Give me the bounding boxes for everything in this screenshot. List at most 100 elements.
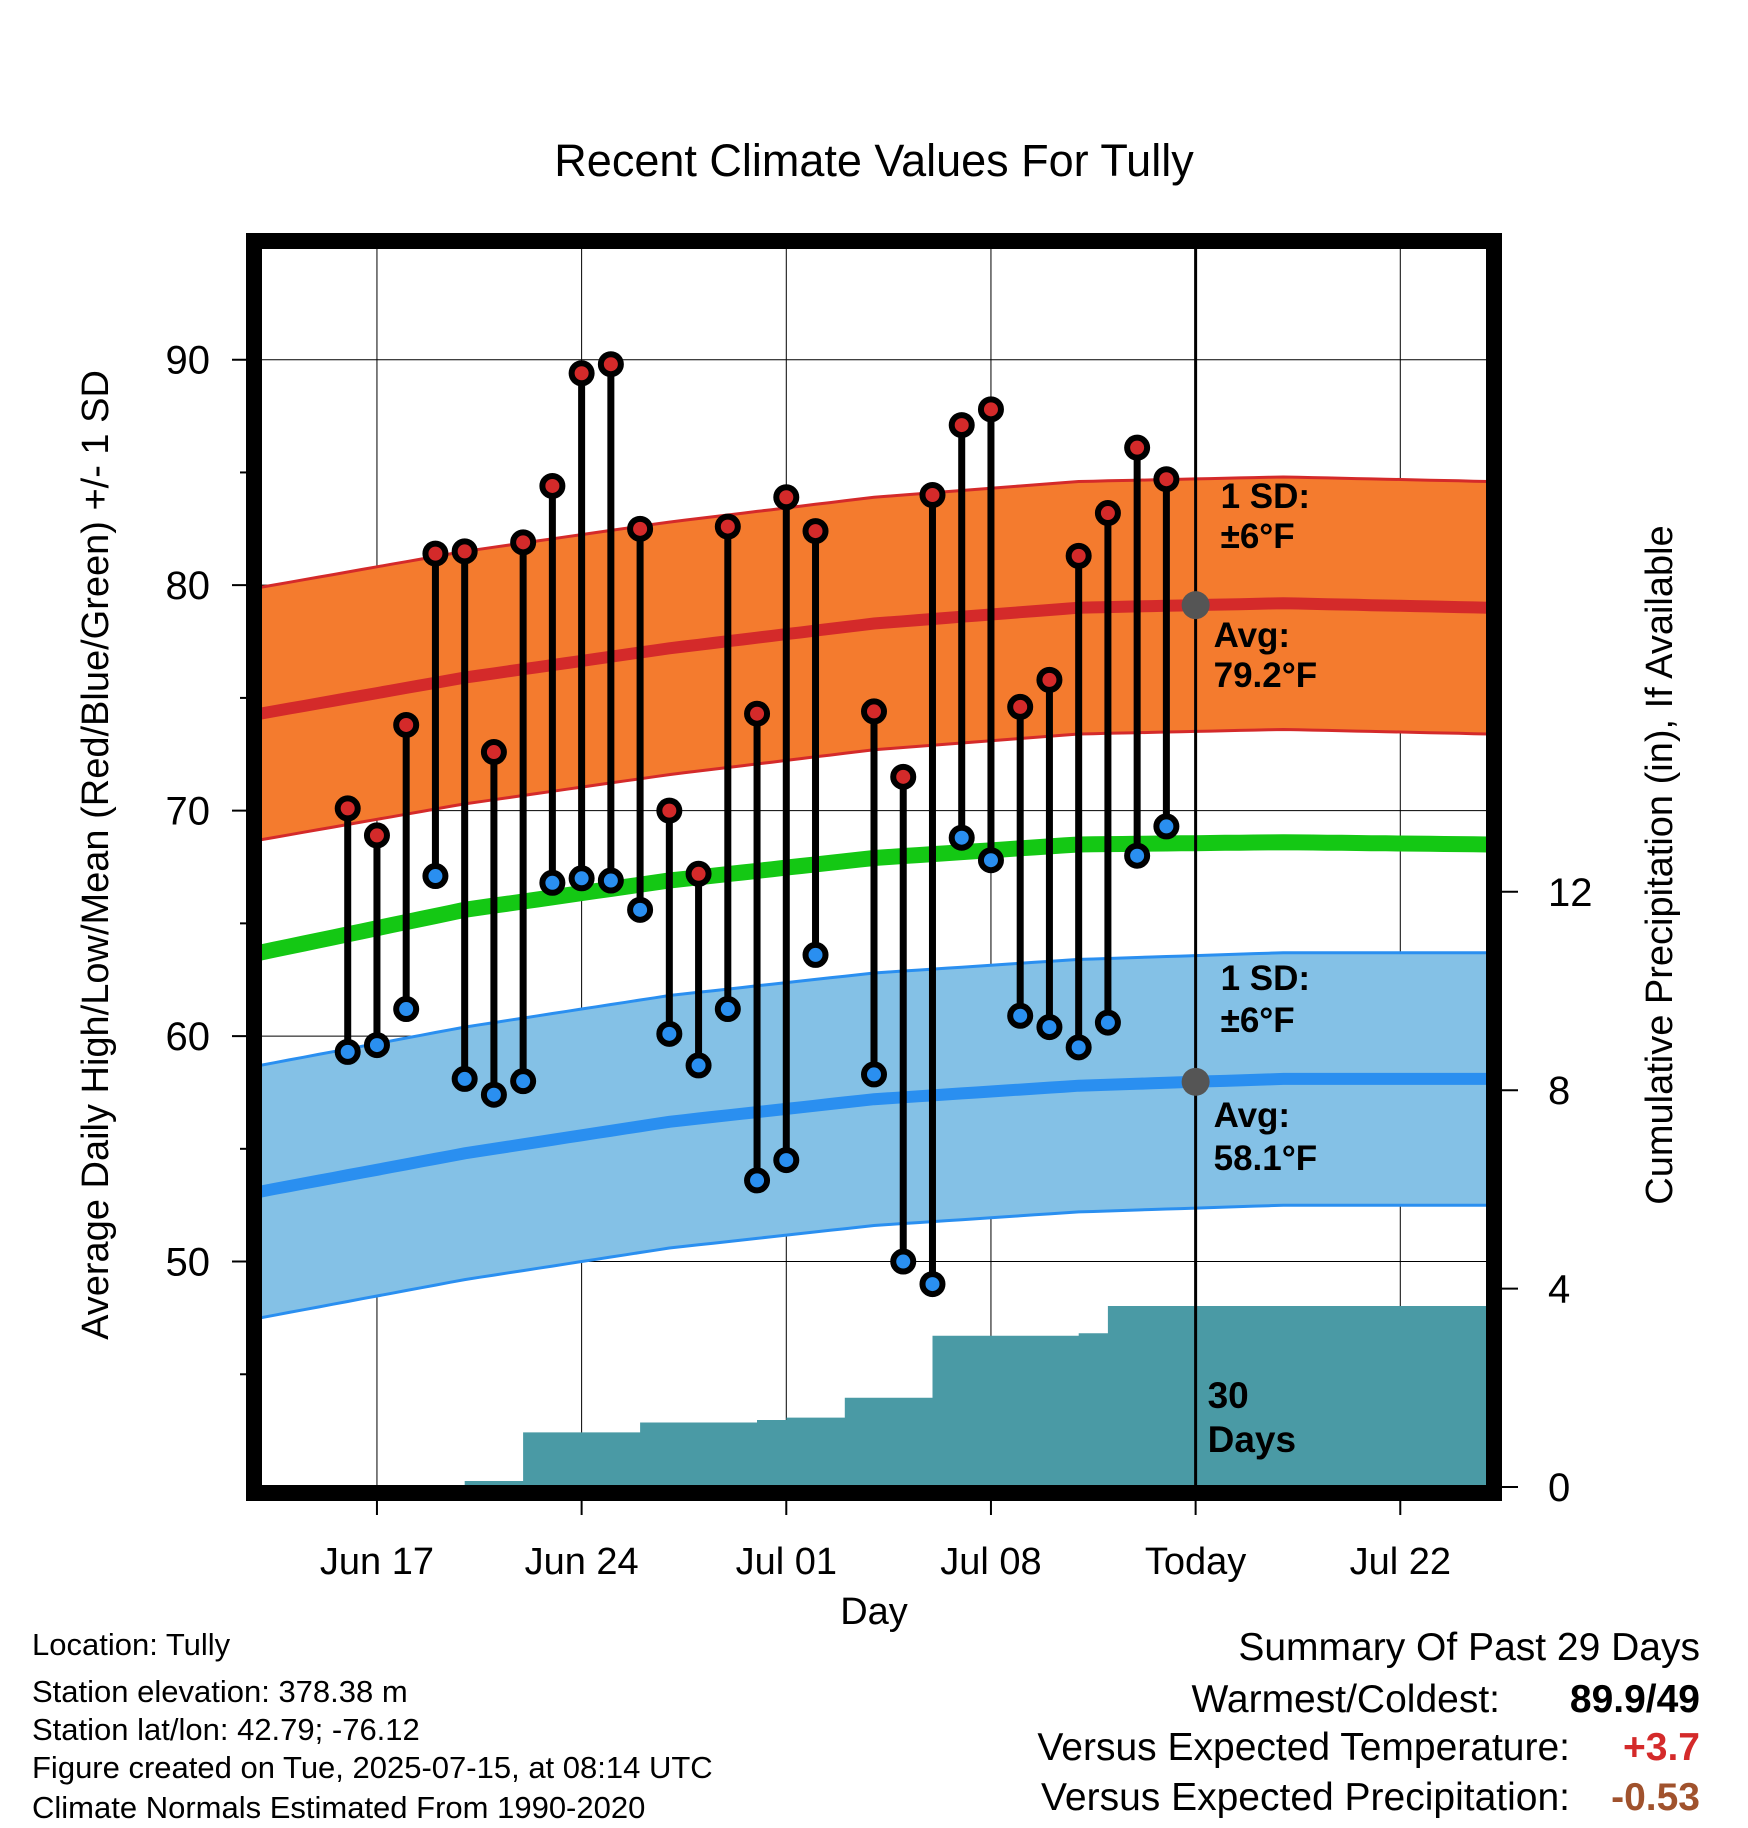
low-avg-marker bbox=[1181, 1067, 1210, 1096]
high-avg-value: 79.2°F bbox=[1214, 656, 1318, 695]
low-point bbox=[451, 1065, 478, 1092]
y-tick-label: 80 bbox=[166, 564, 211, 608]
low-point bbox=[1094, 1009, 1121, 1036]
low-point bbox=[1036, 1014, 1063, 1041]
y-tick-label: 60 bbox=[166, 1015, 211, 1059]
low-point bbox=[393, 996, 420, 1023]
y2-tick-label: 4 bbox=[1548, 1268, 1570, 1312]
high-avg-label: Avg: bbox=[1214, 616, 1290, 655]
low-point bbox=[334, 1038, 361, 1065]
low-sd-label: 1 SD: bbox=[1221, 959, 1310, 998]
high-point bbox=[1124, 434, 1151, 461]
low-band bbox=[260, 952, 1488, 1318]
precip-area bbox=[260, 1306, 1488, 1487]
x-axis-label: Day bbox=[840, 1591, 908, 1633]
low-point bbox=[627, 896, 654, 923]
plot-frame bbox=[246, 233, 1502, 1501]
high-point bbox=[919, 482, 946, 508]
elevation-text: Station elevation: 378.38 m bbox=[32, 1674, 408, 1709]
low-point bbox=[422, 863, 449, 890]
high-point bbox=[451, 538, 478, 565]
x-tick-label: Jul 01 bbox=[736, 1541, 837, 1583]
high-avg-marker bbox=[1181, 591, 1210, 620]
low-point bbox=[480, 1081, 507, 1108]
high-point bbox=[363, 822, 390, 849]
low-point bbox=[890, 1248, 917, 1275]
low-point bbox=[656, 1020, 683, 1047]
low-point bbox=[1007, 1002, 1034, 1029]
precip-label: Versus Expected Precipitation: bbox=[1041, 1776, 1570, 1819]
y2-tick-label: 12 bbox=[1548, 871, 1593, 915]
high-point bbox=[744, 700, 771, 727]
high-sd-value: ±6°F bbox=[1221, 517, 1295, 556]
created-text: Figure created on Tue, 2025-07-15, at 08… bbox=[32, 1750, 713, 1785]
low-point bbox=[802, 941, 829, 968]
high-point bbox=[480, 739, 507, 766]
high-point bbox=[1036, 666, 1063, 693]
high-point bbox=[539, 472, 566, 499]
low-point bbox=[744, 1167, 771, 1194]
temp-value: +3.7 bbox=[1623, 1726, 1700, 1769]
high-point bbox=[393, 711, 420, 738]
low-point bbox=[948, 824, 975, 851]
summary-title: Summary Of Past 29 Days bbox=[1238, 1626, 1700, 1669]
high-point bbox=[1065, 542, 1092, 569]
high-point bbox=[568, 360, 595, 387]
low-point bbox=[597, 867, 624, 894]
high-point bbox=[977, 396, 1004, 423]
low-point bbox=[363, 1032, 390, 1059]
low-point bbox=[568, 865, 595, 892]
high-point bbox=[948, 412, 975, 439]
y2-tick-label: 0 bbox=[1548, 1466, 1570, 1510]
y2-tick-label: 8 bbox=[1548, 1069, 1570, 1113]
summary-panel: Summary Of Past 29 Days Warmest/Coldest:… bbox=[1037, 1626, 1700, 1819]
low-sd-value: ±6°F bbox=[1221, 1001, 1295, 1040]
normals-text: Climate Normals Estimated From 1990-2020 bbox=[32, 1790, 645, 1825]
high-sd-label: 1 SD: bbox=[1221, 477, 1310, 516]
y-tick-label: 50 bbox=[166, 1241, 211, 1285]
y2-axis-label: Cumulative Precipitation (in), If Availa… bbox=[1639, 525, 1681, 1204]
low-point bbox=[919, 1271, 946, 1298]
high-point bbox=[422, 540, 449, 567]
days-count-label: 30 bbox=[1208, 1375, 1249, 1416]
high-point bbox=[890, 763, 917, 790]
y-tick-label: 90 bbox=[166, 339, 211, 383]
warm-cold-value: 89.9/49 bbox=[1570, 1678, 1700, 1721]
high-point bbox=[656, 797, 683, 824]
days-unit-label: Days bbox=[1208, 1419, 1296, 1460]
low-point bbox=[773, 1147, 800, 1174]
x-tick-label: Jul 08 bbox=[940, 1541, 1041, 1583]
low-point bbox=[1124, 842, 1151, 869]
high-point bbox=[802, 518, 829, 545]
chart-title: Recent Climate Values For Tully bbox=[554, 135, 1194, 186]
low-band-lower-edge bbox=[260, 1203, 1488, 1320]
plot-inner bbox=[260, 247, 1488, 1487]
low-point bbox=[714, 996, 741, 1023]
y-axis-label: Average Daily High/Low/Mean (Red/Blue/Gr… bbox=[75, 370, 117, 1340]
warm-cold-label: Warmest/Coldest: bbox=[1192, 1678, 1500, 1721]
low-point bbox=[861, 1061, 887, 1088]
low-point bbox=[1153, 813, 1180, 840]
x-tick-label: Jul 22 bbox=[1350, 1541, 1451, 1583]
low-point bbox=[1065, 1034, 1092, 1061]
high-point bbox=[1153, 466, 1180, 493]
station-info: Location: Tully Station elevation: 378.3… bbox=[32, 1627, 713, 1825]
low-point bbox=[510, 1068, 537, 1095]
x-tick-label: Jun 24 bbox=[525, 1541, 639, 1583]
high-point bbox=[334, 795, 361, 822]
low-point bbox=[685, 1052, 712, 1079]
high-point bbox=[597, 351, 624, 378]
x-tick-label: Today bbox=[1145, 1541, 1246, 1583]
high-point bbox=[627, 515, 654, 542]
y-tick-label: 70 bbox=[166, 790, 211, 834]
high-point bbox=[510, 529, 537, 556]
high-point bbox=[773, 484, 800, 511]
x-tick-label: Jun 17 bbox=[320, 1541, 434, 1583]
high-point bbox=[1007, 693, 1034, 720]
low-point bbox=[977, 847, 1004, 874]
precip-value: -0.53 bbox=[1611, 1776, 1700, 1819]
high-band bbox=[260, 477, 1488, 840]
low-avg-label: Avg: bbox=[1214, 1096, 1290, 1135]
